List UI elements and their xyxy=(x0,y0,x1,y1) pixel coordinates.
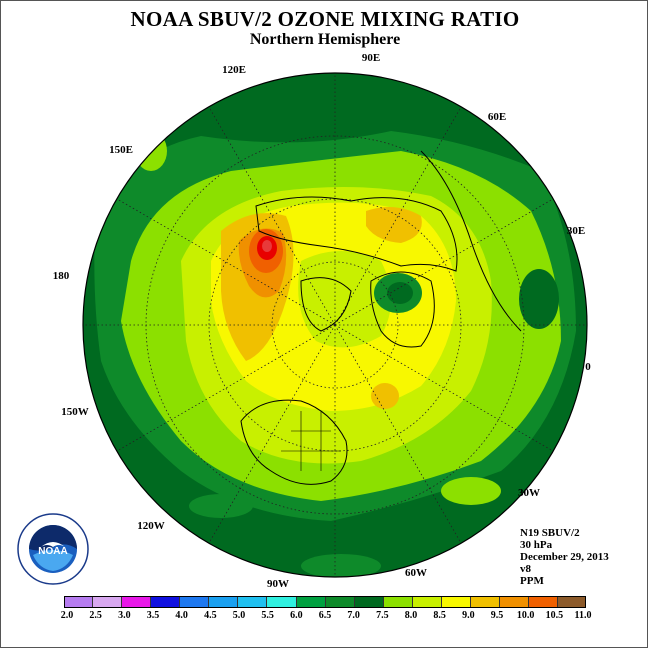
lon-label-30w: 30W xyxy=(518,487,540,499)
noaa-logo: NOAA xyxy=(17,513,89,585)
field-9-0-east xyxy=(366,207,422,243)
instrument-label: N19 SBUV/2 xyxy=(520,527,580,539)
legend-tick-label: 9.0 xyxy=(462,610,475,621)
north-america-coast xyxy=(240,399,348,485)
field-low-core xyxy=(387,282,413,304)
legend-tick-label: 2.0 xyxy=(60,610,74,621)
legend-tick-label: 11.0 xyxy=(574,610,592,621)
legend-tick-label: 10.0 xyxy=(516,610,535,621)
graticule xyxy=(83,73,587,577)
field-pole xyxy=(298,251,391,348)
lon-label-180: 180 xyxy=(52,270,70,282)
legend-tick-label: 5.5 xyxy=(261,610,274,621)
field-south-2 xyxy=(301,554,381,577)
logo-text: NOAA xyxy=(38,546,67,557)
greenland-coast xyxy=(300,277,352,332)
legend-tick-label: 4.0 xyxy=(175,610,188,621)
state-borders xyxy=(281,411,341,471)
field-9-0-south xyxy=(371,383,399,409)
legend-swatch xyxy=(470,596,500,608)
legend-tick-label: 3.5 xyxy=(146,610,160,621)
legend-tick-label: 10.5 xyxy=(545,610,564,621)
legend-tick-label: 2.5 xyxy=(89,610,102,621)
legend-tick-label: 6.5 xyxy=(318,610,332,621)
lon-label-90w: 90W xyxy=(267,578,289,590)
legend-tick-label: 8.0 xyxy=(404,610,418,621)
legend-colorbar xyxy=(64,596,587,608)
lon-label-120w: 120W xyxy=(137,520,165,532)
lon-label-120e: 120E xyxy=(222,64,246,76)
legend-swatch xyxy=(238,596,268,608)
legend-tick-label: 7.5 xyxy=(376,610,389,621)
legend-swatch xyxy=(325,596,355,608)
legend-swatch xyxy=(529,596,559,608)
legend-swatch xyxy=(267,596,297,608)
lon-label-0: 0 xyxy=(585,361,591,373)
map-subtitle: Northern Hemisphere xyxy=(249,31,401,48)
units-label: PPM xyxy=(520,575,544,587)
legend-swatch xyxy=(441,596,471,608)
lon-label-30e: 30E xyxy=(566,225,586,237)
legend-tick-label: 9.5 xyxy=(490,610,504,621)
legend-swatch xyxy=(93,596,123,608)
legend-swatch xyxy=(296,596,326,608)
legend-swatch xyxy=(180,596,210,608)
legend-swatch xyxy=(558,596,587,608)
lat-circle-50 xyxy=(208,198,462,452)
legend-swatch xyxy=(354,596,384,608)
field-low-east xyxy=(519,269,559,329)
map-title: NOAA SBUV/2 OZONE MIXING RATIO xyxy=(130,7,520,31)
coastlines xyxy=(240,150,522,485)
legend-tick-label: 4.5 xyxy=(204,610,217,621)
legend-swatch xyxy=(499,596,529,608)
legend-tick-label: 8.5 xyxy=(433,610,446,621)
lon-label-150e: 150E xyxy=(109,144,133,156)
lon-label-60w: 60W xyxy=(405,567,427,579)
legend-swatch xyxy=(412,596,442,608)
field-south-1 xyxy=(189,494,253,518)
pressure-label: 30 hPa xyxy=(520,539,553,551)
lon-label-90e: 90E xyxy=(361,52,381,64)
field-max xyxy=(262,240,272,252)
lon-label-150w: 150W xyxy=(61,406,89,418)
date-label: December 29, 2013 xyxy=(520,551,609,563)
map-boundary xyxy=(82,72,588,578)
legend-frame xyxy=(64,596,586,608)
legend-swatch xyxy=(383,596,413,608)
legend-swatch xyxy=(151,596,181,608)
legend-tick-label: 7.0 xyxy=(347,610,360,621)
lat-circle-70 xyxy=(271,261,399,389)
europe-coast xyxy=(370,271,435,348)
asia-coast xyxy=(255,196,458,272)
legend-tick-label: 6.0 xyxy=(290,610,303,621)
africa-edge xyxy=(420,150,522,332)
lon-label-60e: 60E xyxy=(487,111,507,123)
legend-swatch xyxy=(122,596,152,608)
legend-tick-label: 5.0 xyxy=(232,610,246,621)
version-label: v8 xyxy=(520,563,531,575)
legend-swatch xyxy=(64,596,94,608)
field-south-3 xyxy=(441,477,501,505)
legend-swatch xyxy=(209,596,239,608)
legend-tick-label: 3.0 xyxy=(118,610,131,621)
